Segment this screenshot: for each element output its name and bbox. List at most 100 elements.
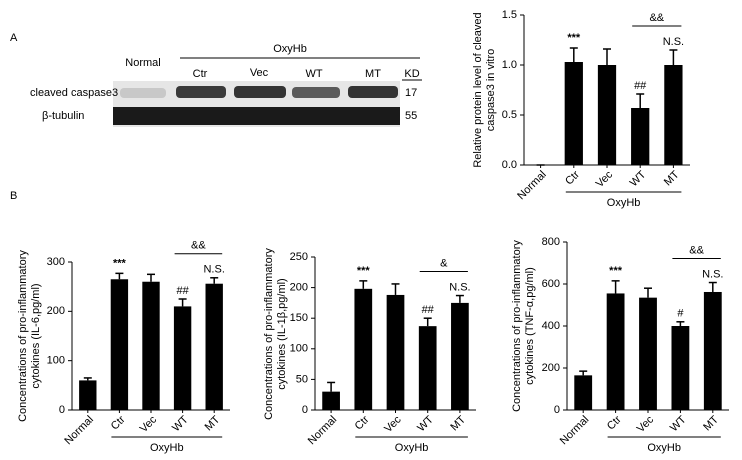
x-tick-label: Normal: [558, 414, 592, 448]
row-label: β-tubulin: [42, 110, 84, 122]
y-tick-label: 200: [47, 305, 65, 317]
y-tick-label: 100: [47, 355, 65, 367]
group-label: OxyHb: [150, 442, 184, 454]
bar: [664, 65, 683, 165]
x-tick-label: Normal: [306, 414, 340, 448]
x-tick-label: WT: [415, 413, 436, 434]
y-tick-label: 150: [290, 312, 308, 324]
x-tick-label: Normal: [62, 414, 96, 448]
lane-label: Vec: [250, 67, 269, 79]
bar: [354, 288, 373, 410]
y-axis-label: Relative protein level of cleaved caspas…: [472, 12, 497, 168]
bar: [597, 65, 617, 165]
bar: [451, 302, 469, 410]
bar: [173, 306, 192, 410]
annotation: N.S.: [449, 281, 470, 293]
lane-label: Normal: [125, 57, 160, 69]
annotation: ***: [609, 265, 623, 277]
blot-band: [234, 86, 286, 98]
panel-label: B: [10, 190, 17, 202]
y-tick-label: 0: [302, 404, 308, 416]
x-tick-label: Normal: [515, 169, 549, 203]
kd-label: 17: [405, 87, 417, 99]
bracket-label: &&: [689, 244, 704, 256]
y-tick-label: 200: [290, 282, 308, 294]
bar: [606, 293, 625, 410]
bar: [110, 279, 129, 410]
x-tick-label: Vec: [594, 168, 616, 190]
y-tick-label: 0: [59, 404, 65, 416]
x-tick-label: Vec: [382, 413, 404, 435]
y-tick-label: 600: [542, 278, 560, 290]
x-tick-label: MT: [662, 168, 682, 188]
kd-header: KD: [404, 68, 419, 80]
kd-label: 55: [405, 110, 417, 122]
y-tick-label: 0.0: [502, 159, 517, 171]
panel-label: A: [10, 32, 18, 44]
x-tick-label: Ctr: [109, 413, 128, 432]
blot-band: [292, 87, 340, 98]
x-tick-label: WT: [170, 413, 191, 434]
y-tick-label: 300: [47, 256, 65, 268]
y-axis-label: Concentrations of pro-inflammatory cytok…: [511, 240, 536, 412]
x-tick-label: Vec: [635, 413, 657, 435]
y-tick-label: 0: [554, 404, 560, 416]
x-tick-label: MT: [448, 413, 468, 433]
bar: [671, 326, 690, 410]
x-tick-label: WT: [628, 168, 649, 189]
annotation: N.S.: [663, 36, 684, 48]
bar: [639, 297, 657, 410]
y-axis-label: Concentrations of pro-inflammatory cytok…: [17, 250, 42, 422]
x-tick-label: Vec: [138, 413, 160, 435]
bracket-label: &: [440, 257, 448, 269]
y-axis-label: Concentrations of pro-inflammatory cytok…: [263, 247, 288, 420]
bar: [418, 326, 437, 410]
y-tick-label: 1.5: [502, 9, 517, 21]
annotation: ***: [357, 265, 371, 277]
bar: [703, 291, 722, 410]
x-tick-label: MT: [701, 413, 721, 433]
group-label: OxyHb: [647, 442, 681, 454]
x-tick-label: Ctr: [563, 168, 582, 187]
x-tick-label: Ctr: [353, 413, 372, 432]
y-tick-label: 250: [290, 251, 308, 263]
annotation: ##: [634, 80, 647, 92]
bracket-label: &&: [191, 240, 206, 252]
blot-band: [120, 88, 166, 98]
y-tick-label: 800: [542, 236, 560, 248]
x-tick-label: MT: [203, 413, 223, 433]
x-tick-label: WT: [668, 413, 689, 434]
bracket-label: &&: [649, 12, 664, 24]
group-label: OxyHb: [395, 442, 429, 454]
annotation: #: [677, 308, 684, 320]
bar: [564, 62, 583, 165]
bar: [574, 375, 593, 410]
lane-label: MT: [365, 68, 381, 80]
y-tick-label: 200: [542, 362, 560, 374]
y-tick-label: 1.0: [502, 59, 517, 71]
y-tick-label: 100: [290, 343, 308, 355]
bar: [386, 294, 405, 410]
bar: [631, 108, 650, 165]
bar: [205, 283, 223, 410]
annotation: ##: [176, 285, 189, 297]
row-label: cleaved caspase3: [30, 87, 118, 99]
y-tick-label: 50: [296, 373, 308, 385]
group-label: OxyHb: [607, 197, 641, 209]
blot-band: [348, 86, 398, 98]
group-label: OxyHb: [273, 43, 307, 55]
annotation: ***: [567, 32, 581, 44]
y-tick-label: 400: [542, 320, 560, 332]
bar: [142, 281, 160, 410]
lane-label: Ctr: [193, 68, 208, 80]
bar: [322, 391, 340, 410]
blot-band: [176, 86, 226, 98]
lane-label: WT: [305, 68, 322, 80]
x-tick-label: Ctr: [605, 413, 624, 432]
annotation: ***: [113, 257, 127, 269]
blot-band: [113, 107, 400, 125]
annotation: N.S.: [702, 268, 723, 280]
annotation: N.S.: [203, 264, 224, 276]
